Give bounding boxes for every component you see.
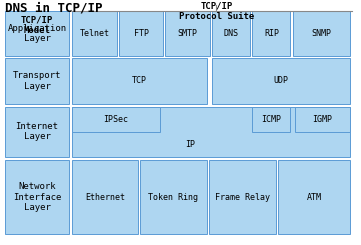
Text: IPSec: IPSec [103, 115, 129, 124]
FancyBboxPatch shape [5, 160, 69, 234]
Text: TCP/IP
Protocol Suite: TCP/IP Protocol Suite [179, 1, 254, 21]
FancyBboxPatch shape [72, 58, 207, 104]
FancyBboxPatch shape [278, 160, 350, 234]
Text: Frame Relay: Frame Relay [215, 193, 270, 202]
FancyBboxPatch shape [5, 107, 69, 157]
FancyBboxPatch shape [293, 11, 350, 56]
Text: TCP: TCP [132, 76, 147, 85]
Text: IGMP: IGMP [312, 115, 332, 124]
Text: TCP/IP
Model: TCP/IP Model [21, 16, 53, 35]
Text: ICMP: ICMP [261, 115, 281, 124]
Text: Ethernet: Ethernet [85, 193, 125, 202]
Text: Network
Interface
Layer: Network Interface Layer [13, 182, 61, 212]
FancyBboxPatch shape [72, 11, 117, 56]
Text: ATM: ATM [306, 193, 321, 202]
Text: DNS: DNS [224, 29, 239, 38]
Text: UDP: UDP [273, 76, 288, 85]
FancyBboxPatch shape [72, 107, 160, 132]
FancyBboxPatch shape [212, 11, 250, 56]
Text: Internet
Layer: Internet Layer [16, 122, 58, 141]
FancyBboxPatch shape [212, 58, 350, 104]
FancyBboxPatch shape [72, 107, 350, 157]
FancyBboxPatch shape [119, 11, 163, 56]
Text: RIP: RIP [264, 29, 279, 38]
FancyBboxPatch shape [140, 160, 206, 234]
Text: IP: IP [185, 140, 195, 149]
FancyBboxPatch shape [72, 160, 138, 234]
FancyBboxPatch shape [209, 160, 276, 234]
FancyBboxPatch shape [252, 107, 291, 132]
Text: SNMP: SNMP [311, 29, 331, 38]
FancyBboxPatch shape [165, 11, 210, 56]
Text: FTP: FTP [134, 29, 149, 38]
FancyBboxPatch shape [5, 11, 69, 56]
FancyBboxPatch shape [252, 11, 291, 56]
Text: Telnet: Telnet [80, 29, 110, 38]
FancyBboxPatch shape [5, 58, 69, 104]
Text: Transport
Layer: Transport Layer [13, 71, 61, 91]
Text: SMTP: SMTP [178, 29, 197, 38]
FancyBboxPatch shape [295, 107, 350, 132]
Text: Application
Layer: Application Layer [8, 24, 66, 43]
Text: Token Ring: Token Ring [148, 193, 198, 202]
Text: DNS in TCP/IP: DNS in TCP/IP [5, 1, 103, 14]
